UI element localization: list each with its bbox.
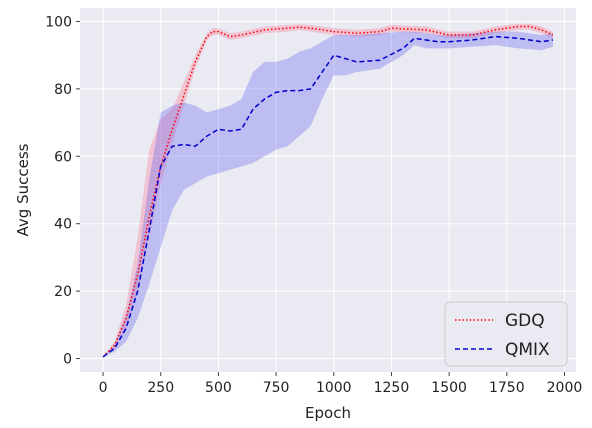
line-qmix bbox=[102, 35, 554, 358]
x-tick-label: 500 bbox=[205, 380, 232, 396]
x-tick-label: 1750 bbox=[489, 380, 525, 396]
y-tick-label: 60 bbox=[54, 149, 72, 165]
x-tick-label: 750 bbox=[263, 380, 290, 396]
y-tick-label: 100 bbox=[45, 14, 72, 30]
x-axis: 0 250 500 750 1000 1250 1500 1750 2000 bbox=[99, 372, 583, 396]
x-tick-label: 250 bbox=[147, 380, 174, 396]
y-tick-label: 80 bbox=[54, 82, 72, 98]
legend-label-qmix: QMIX bbox=[505, 340, 550, 360]
x-tick-label: 1500 bbox=[431, 380, 467, 396]
legend: GDQ QMIX bbox=[444, 301, 568, 367]
x-tick-label: 1000 bbox=[316, 380, 352, 396]
band-qmix bbox=[103, 31, 553, 357]
y-tick-label: 40 bbox=[54, 217, 72, 233]
x-tick-label: 1250 bbox=[374, 380, 410, 396]
y-tick-label: 0 bbox=[63, 352, 72, 368]
confidence-bands bbox=[103, 23, 553, 357]
legend-box bbox=[444, 301, 568, 367]
legend-label-gdq: GDQ bbox=[505, 311, 545, 331]
x-axis-label: Epoch bbox=[305, 404, 351, 422]
y-axis-label: Avg Success bbox=[14, 143, 32, 236]
y-tick-label: 20 bbox=[54, 284, 72, 300]
x-tick-label: 0 bbox=[99, 380, 108, 396]
x-tick-label: 2000 bbox=[547, 380, 583, 396]
series-lines bbox=[102, 25, 554, 358]
y-axis: 0 20 40 60 80 100 bbox=[45, 14, 80, 368]
